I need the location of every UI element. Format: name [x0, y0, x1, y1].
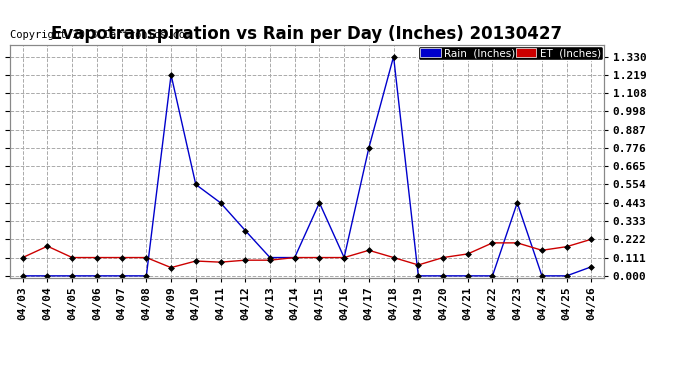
Title: Evapotranspiration vs Rain per Day (Inches) 20130427: Evapotranspiration vs Rain per Day (Inch…	[52, 26, 562, 44]
Legend: Rain  (Inches), ET  (Inches): Rain (Inches), ET (Inches)	[418, 46, 602, 60]
Text: Copyright 2013 Cartronics.com: Copyright 2013 Cartronics.com	[10, 30, 192, 40]
